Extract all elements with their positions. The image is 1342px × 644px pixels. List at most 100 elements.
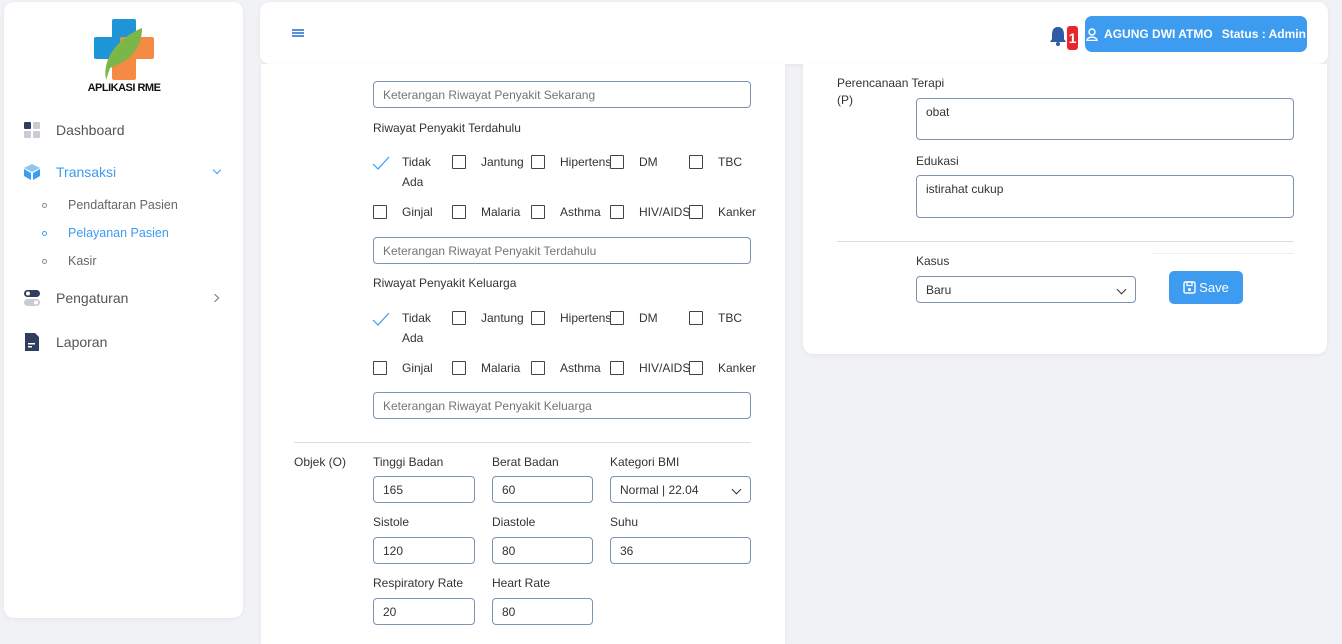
checkbox-label: Tidak Ada [402,155,431,189]
riwayat-terdahulu-title: Riwayat Penyakit Terdahulu [373,121,521,135]
riwayat-terdahulu-input[interactable] [373,237,751,264]
checkbox-label: DM [639,311,658,325]
chevron-down-icon [212,165,222,175]
sidebar-subitem-label: Pendaftaran Pasien [68,198,178,212]
checkmark-icon[interactable] [372,312,390,326]
checkbox-label: Malaria [481,361,521,375]
logo: APLIKASI RME [88,18,161,96]
checkbox-label: Hipertensi [560,311,615,325]
diastole-input[interactable]: 80 [492,537,593,564]
suhu-input[interactable]: 36 [610,537,751,564]
sistole-label: Sistole [373,515,410,529]
checkbox-label: Malaria [481,205,521,219]
checkbox[interactable] [531,155,545,169]
checkbox[interactable] [610,361,624,375]
user-name: AGUNG DWI ATMO [1104,27,1213,41]
sidebar-item-label: Laporan [56,334,108,350]
bmi-select[interactable]: Normal | 22.04 [610,476,751,503]
bell-icon[interactable] [1048,26,1068,46]
checkbox[interactable] [452,205,466,219]
checkbox-label: TBC [718,155,742,169]
sidebar-subitem-kasir[interactable]: Kasir [42,254,96,268]
edukasi-label: Edukasi [916,154,959,168]
sidebar-item-dashboard[interactable]: Dashboard [24,122,125,138]
riwayat-sekarang-input[interactable] [373,81,751,108]
sidebar-item-label: Dashboard [56,122,125,138]
plan-card: Perencanaan Terapi (P) obat Edukasi isti… [803,64,1327,354]
checkbox[interactable] [452,155,466,169]
rr-label: Respiratory Rate [373,576,464,590]
hr-input[interactable]: 80 [492,598,593,625]
checkbox-label: Tidak Ada [402,311,431,345]
rr-input[interactable]: 20 [373,598,475,625]
sidebar-subitem-pendaftaran[interactable]: Pendaftaran Pasien [42,198,178,212]
checkbox[interactable] [689,311,703,325]
edukasi-textarea[interactable]: istirahat cukup [916,175,1294,218]
divider [294,442,751,443]
sidebar-subitem-label: Pelayanan Pasien [68,226,169,240]
sidebar: APLIKASI RME Dashboard Transaksi Pendaft… [4,2,243,618]
checkbox[interactable] [373,205,387,219]
kasus-value: Baru [926,282,952,297]
save-label: Save [1199,280,1229,295]
sidebar-subitem-pelayanan[interactable]: Pelayanan Pasien [42,226,169,240]
checkbox[interactable] [689,155,703,169]
tinggi-label: Tinggi Badan [373,455,444,469]
user-menu-button[interactable]: AGUNG DWI ATMO Status : Admin [1085,16,1307,52]
checkbox[interactable] [610,155,624,169]
hamburger-menu-icon[interactable] [292,29,304,37]
sidebar-item-laporan[interactable]: Laporan [24,333,107,351]
bullet-icon [42,230,47,236]
berat-input[interactable]: 60 [492,476,593,503]
checkbox-label: TBC [718,311,742,325]
checkbox[interactable] [452,311,466,325]
checkbox-label: Jantung [481,311,524,325]
bullet-icon [42,258,47,264]
riwayat-keluarga-title: Riwayat Penyakit Keluarga [373,276,517,290]
sidebar-item-pengaturan[interactable]: Pengaturan [24,290,224,306]
checkbox-label: Ginjal [402,205,433,219]
checkbox-label: Asthma [560,361,601,375]
bmi-label: Kategori BMI [610,455,680,469]
toggle-icon [24,290,40,306]
sidebar-subitem-label: Kasir [68,254,97,268]
sistole-input[interactable]: 120 [373,537,475,564]
checkmark-icon[interactable] [372,156,390,170]
checkbox[interactable] [452,361,466,375]
checkbox-label: DM [639,155,658,169]
tinggi-input[interactable]: 165 [373,476,475,503]
suhu-label: Suhu [610,515,639,529]
document-icon [25,333,39,351]
checkbox[interactable] [531,361,545,375]
sidebar-item-label: Transaksi [56,164,117,180]
checkbox[interactable] [610,205,624,219]
logo-icon [94,19,154,80]
sidebar-item-transaksi[interactable]: Transaksi [24,164,224,180]
checkbox[interactable] [531,205,545,219]
checkbox-label: Hipertensi [560,155,615,169]
checkbox[interactable] [689,205,703,219]
kasus-select[interactable]: Baru [916,276,1136,303]
berat-label: Berat Badan [492,455,559,469]
checkbox-label: HIV/AIDS [639,361,691,375]
save-icon [1183,281,1196,294]
logo-text: APLIKASI RME [87,82,161,94]
checkbox-label: Kanker [718,205,757,219]
chevron-down-icon [1116,284,1127,295]
bullet-icon [42,202,47,208]
terapi-textarea[interactable]: obat [916,98,1294,140]
riwayat-keluarga-input[interactable] [373,392,751,419]
perencanaan-code: (P) [837,93,853,107]
checkbox[interactable] [610,311,624,325]
checkbox[interactable] [689,361,703,375]
cube-icon [24,164,40,180]
checkbox-label: Asthma [560,205,601,219]
objek-title: Objek (O) [294,455,347,469]
checkbox[interactable] [531,311,545,325]
divider [837,241,1294,242]
notification-badge: 1 [1067,26,1078,50]
save-button[interactable]: Save [1169,271,1243,304]
checkbox-label: Kanker [718,361,757,375]
checkbox-label: HIV/AIDS [639,205,691,219]
checkbox[interactable] [373,361,387,375]
